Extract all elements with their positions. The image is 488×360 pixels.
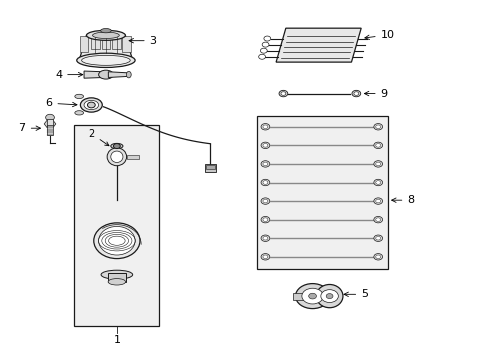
Circle shape [261,179,269,186]
Polygon shape [108,72,127,77]
Circle shape [281,92,285,95]
Text: 1: 1 [113,336,120,345]
Circle shape [373,198,382,204]
Bar [205,165,214,170]
Text: 6: 6 [45,98,77,108]
Circle shape [261,253,269,260]
Circle shape [375,237,380,240]
Ellipse shape [75,94,83,99]
Ellipse shape [126,71,131,78]
Circle shape [258,54,265,59]
Circle shape [263,218,267,221]
Polygon shape [276,28,361,62]
Circle shape [261,216,269,223]
Circle shape [375,144,380,147]
Circle shape [263,199,267,203]
Circle shape [353,92,358,95]
Ellipse shape [92,32,119,39]
Circle shape [373,235,382,242]
Circle shape [261,198,269,204]
Bar [292,293,303,300]
Circle shape [373,123,382,130]
Ellipse shape [101,28,111,33]
Circle shape [373,161,382,167]
Text: 7: 7 [19,123,41,133]
Ellipse shape [295,284,329,309]
Bar [74,125,159,327]
Circle shape [373,179,382,186]
Bar [46,118,53,126]
Circle shape [261,123,269,130]
Ellipse shape [77,53,135,67]
Text: 3: 3 [129,36,156,46]
Circle shape [375,255,380,258]
Ellipse shape [111,151,122,162]
Text: 10: 10 [364,30,394,40]
Bar [122,36,131,52]
Bar [102,36,110,49]
Circle shape [87,102,95,108]
Polygon shape [44,120,56,128]
Text: 8: 8 [391,195,414,205]
Text: 5: 5 [343,289,367,299]
Ellipse shape [108,279,125,285]
Ellipse shape [80,98,102,112]
Text: 9: 9 [364,89,387,99]
Ellipse shape [81,55,130,65]
Circle shape [263,237,267,240]
Circle shape [263,162,267,166]
Circle shape [320,290,338,302]
Bar [108,273,125,282]
Circle shape [373,142,382,149]
Circle shape [375,181,380,184]
Circle shape [373,253,382,260]
Ellipse shape [84,100,99,110]
Ellipse shape [86,30,125,40]
Circle shape [373,216,382,223]
Circle shape [375,218,380,221]
Text: 2: 2 [88,129,109,146]
Circle shape [263,144,267,147]
Circle shape [351,90,360,97]
Circle shape [263,181,267,184]
Bar [204,165,216,172]
Ellipse shape [99,226,135,255]
Ellipse shape [94,223,140,258]
Ellipse shape [107,148,126,166]
Polygon shape [79,35,132,60]
Circle shape [45,114,54,121]
Circle shape [375,125,380,129]
Circle shape [113,144,120,149]
Ellipse shape [316,284,342,308]
Bar [47,125,53,135]
Circle shape [375,162,380,166]
Circle shape [325,294,332,298]
Circle shape [264,36,270,41]
Ellipse shape [111,143,122,149]
Circle shape [261,235,269,242]
Polygon shape [84,71,103,78]
Circle shape [263,125,267,129]
Bar [126,155,139,159]
Bar [80,36,88,52]
Circle shape [308,293,316,299]
Bar [112,36,121,49]
Bar [91,36,100,49]
Bar [256,116,387,269]
Circle shape [263,255,267,258]
Circle shape [301,288,323,304]
Text: 4: 4 [55,69,82,80]
Circle shape [261,142,269,149]
Circle shape [262,42,268,47]
Circle shape [375,199,380,203]
Circle shape [279,90,287,97]
Circle shape [260,48,266,53]
Ellipse shape [75,111,83,115]
Ellipse shape [99,70,113,79]
Ellipse shape [101,270,132,279]
Circle shape [261,161,269,167]
